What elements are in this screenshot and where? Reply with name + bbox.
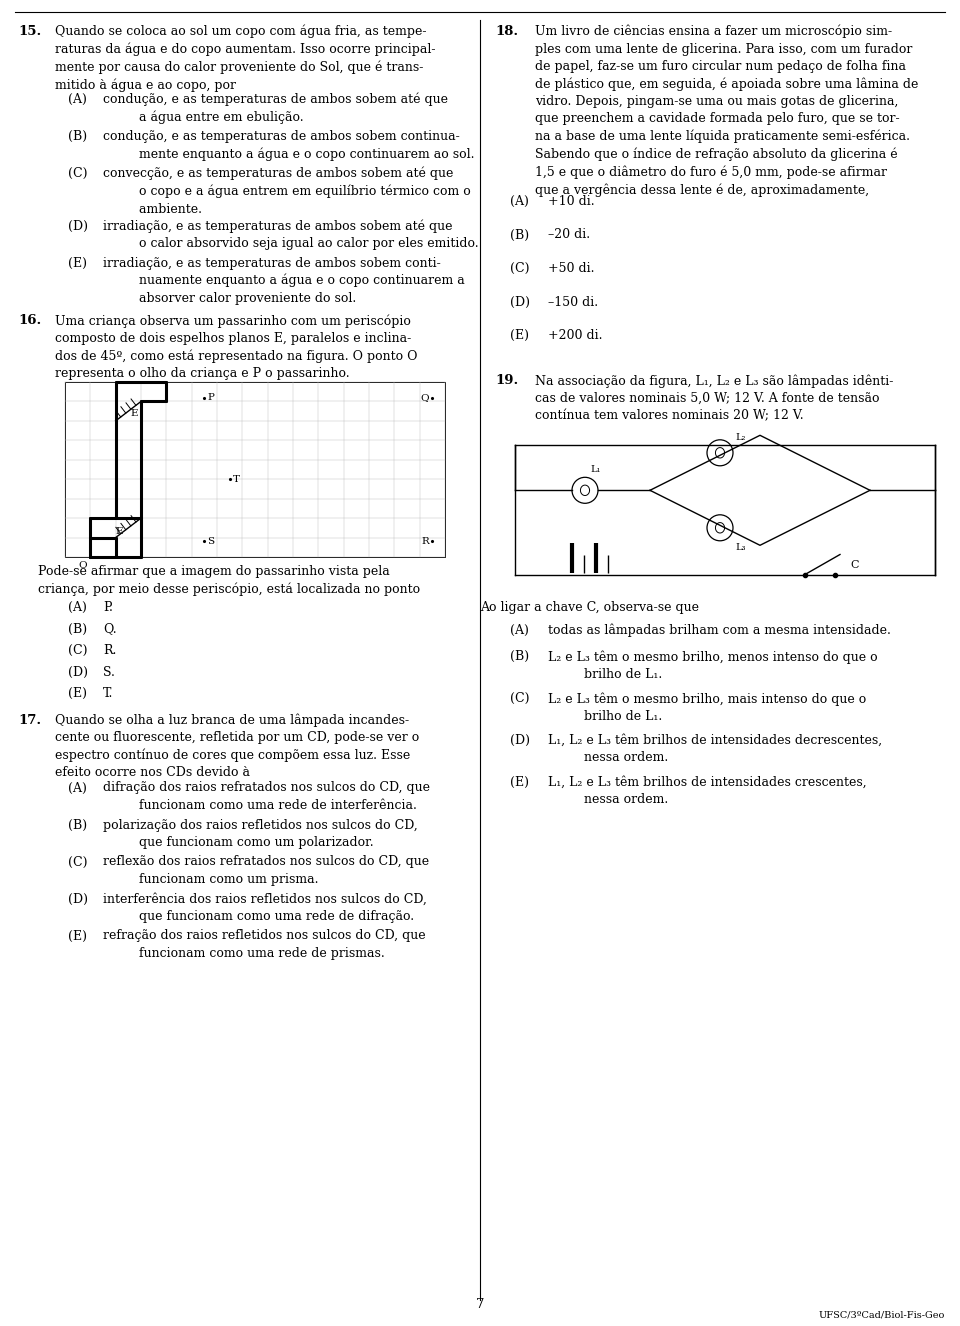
Text: 15.: 15. [18,25,41,38]
Text: (D): (D) [510,735,530,747]
Text: L₃: L₃ [735,542,746,552]
Circle shape [572,477,598,504]
Text: 17.: 17. [18,713,41,727]
Text: Uma criança observa um passarinho com um periscópio
composto de dois espelhos pl: Uma criança observa um passarinho com um… [55,314,418,379]
Text: (E): (E) [510,776,529,789]
Text: Quando se olha a luz branca de uma lâmpada incandes-
cente ou fluorescente, refl: Quando se olha a luz branca de uma lâmpa… [55,713,420,780]
Text: T: T [232,475,240,484]
Text: (D): (D) [510,296,530,309]
Text: (A): (A) [68,781,86,794]
Text: L₂: L₂ [735,432,745,442]
Text: (D): (D) [68,220,88,232]
Text: (B): (B) [510,228,529,241]
Text: Na associação da figura, L₁, L₂ e L₃ são lâmpadas idênti-
cas de valores nominai: Na associação da figura, L₁, L₂ e L₃ são… [535,374,894,423]
Text: (E): (E) [510,329,529,342]
Text: (A): (A) [68,601,86,614]
Circle shape [707,440,733,465]
Text: (C): (C) [68,855,87,869]
Text: 16.: 16. [18,314,41,328]
Text: S.: S. [103,666,115,679]
Text: L₁: L₁ [590,465,601,475]
Text: condução, e as temperaturas de ambos sobem continua-
         mente enquanto a á: condução, e as temperaturas de ambos sob… [103,130,474,160]
Text: O: O [79,561,87,570]
Text: (E): (E) [68,256,87,269]
Text: irradiação, e as temperaturas de ambos sobem até que
         o calor absorvido : irradiação, e as temperaturas de ambos s… [103,220,479,251]
Text: L₁, L₂ e L₃ têm brilhos de intensidades decrescentes,
         nessa ordem.: L₁, L₂ e L₃ têm brilhos de intensidades … [548,735,882,764]
Text: condução, e as temperaturas de ambos sobem até que
         a água entre em ebul: condução, e as temperaturas de ambos sob… [103,93,448,125]
Text: Q.: Q. [103,622,116,635]
Text: P: P [207,392,214,402]
Text: interferência dos raios refletidos nos sulcos do CD,
         que funcionam como: interferência dos raios refletidos nos s… [103,892,427,923]
Text: (B): (B) [68,818,87,831]
Text: todas as lâmpadas brilham com a mesma intensidade.: todas as lâmpadas brilham com a mesma in… [548,623,891,636]
Text: Pode-se afirmar que a imagem do passarinho vista pela
criança, por meio desse pe: Pode-se afirmar que a imagem do passarin… [38,565,420,595]
Text: +50 di.: +50 di. [548,263,594,274]
Text: UFSC/3ºCad/Biol-Fis-Geo: UFSC/3ºCad/Biol-Fis-Geo [819,1310,945,1319]
Text: refração dos raios refletidos nos sulcos do CD, que
         funcionam como uma : refração dos raios refletidos nos sulcos… [103,930,425,960]
Text: C: C [850,560,858,569]
Text: Um livro de ciências ensina a fazer um microscópio sim-
ples com uma lente de gl: Um livro de ciências ensina a fazer um m… [535,25,919,196]
Text: –20 di.: –20 di. [548,228,590,241]
Text: (E): (E) [68,687,87,700]
Text: S: S [207,537,214,546]
Text: (D): (D) [68,666,88,679]
Text: T.: T. [103,687,113,700]
Text: (B): (B) [68,622,87,635]
Text: L₁, L₂ e L₃ têm brilhos de intensidades crescentes,
         nessa ordem.: L₁, L₂ e L₃ têm brilhos de intensidades … [548,776,867,806]
Text: (A): (A) [510,623,529,636]
Text: (A): (A) [510,195,529,208]
Text: convecção, e as temperaturas de ambos sobem até que
         o copo e a água ent: convecção, e as temperaturas de ambos so… [103,167,470,216]
Text: L₂ e L₃ têm o mesmo brilho, menos intenso do que o
         brilho de L₁.: L₂ e L₃ têm o mesmo brilho, menos intens… [548,650,877,680]
Text: (C): (C) [510,263,530,274]
Text: L₂ e L₃ têm o mesmo brilho, mais intenso do que o
         brilho de L₁.: L₂ e L₃ têm o mesmo brilho, mais intenso… [548,692,866,723]
Text: irradiação, e as temperaturas de ambos sobem conti-
         nuamente enquanto a: irradiação, e as temperaturas de ambos s… [103,256,465,305]
Text: (D): (D) [68,892,88,906]
Text: –150 di.: –150 di. [548,296,598,309]
Text: (C): (C) [68,644,87,656]
Text: R: R [421,537,429,546]
Text: (C): (C) [68,167,87,180]
Text: Q: Q [420,392,429,402]
Text: +200 di.: +200 di. [548,329,603,342]
Text: (A): (A) [68,93,86,106]
Text: Quando se coloca ao sol um copo com água fria, as tempe-
raturas da água e do co: Quando se coloca ao sol um copo com água… [55,25,436,93]
Text: (B): (B) [510,650,529,663]
Text: E: E [131,408,138,418]
Text: 7: 7 [476,1298,484,1311]
Text: R.: R. [103,644,116,656]
Text: 19.: 19. [495,374,518,387]
Text: +10 di.: +10 di. [548,195,594,208]
Circle shape [707,514,733,541]
Text: 18.: 18. [495,25,518,38]
Bar [65,382,445,557]
Text: (B): (B) [68,130,87,143]
Text: (C): (C) [510,692,530,705]
Text: P.: P. [103,601,113,614]
Text: (E): (E) [68,930,87,943]
Text: E: E [115,528,123,536]
Text: Ao ligar a chave C, observa-se que: Ao ligar a chave C, observa-se que [480,602,699,614]
Text: polarização dos raios refletidos nos sulcos do CD,
         que funcionam como u: polarização dos raios refletidos nos sul… [103,818,418,849]
Text: reflexão dos raios refratados nos sulcos do CD, que
         funcionam como um p: reflexão dos raios refratados nos sulcos… [103,855,429,886]
Text: difração dos raios refratados nos sulcos do CD, que
         funcionam como uma : difração dos raios refratados nos sulcos… [103,781,430,812]
